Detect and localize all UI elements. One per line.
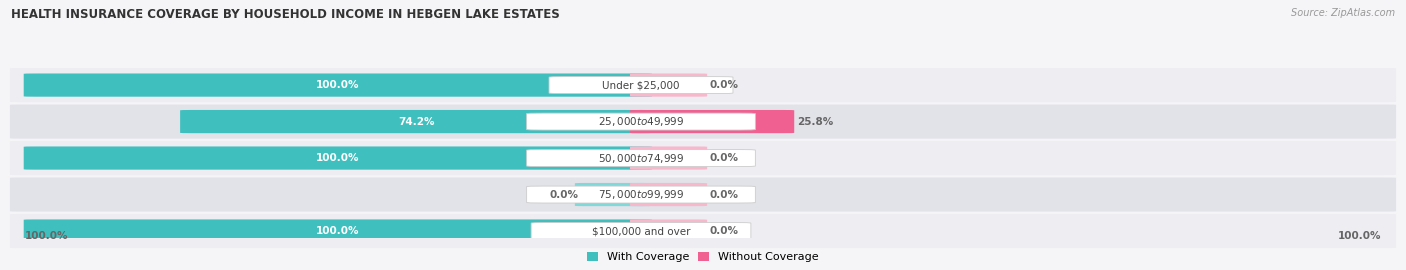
- FancyBboxPatch shape: [527, 186, 755, 203]
- FancyBboxPatch shape: [630, 73, 707, 97]
- FancyBboxPatch shape: [630, 110, 794, 133]
- FancyBboxPatch shape: [548, 77, 733, 93]
- Text: 100.0%: 100.0%: [316, 153, 360, 163]
- FancyBboxPatch shape: [10, 141, 1396, 175]
- FancyBboxPatch shape: [180, 110, 652, 133]
- Text: 0.0%: 0.0%: [710, 80, 740, 90]
- FancyBboxPatch shape: [24, 146, 652, 170]
- Text: 25.8%: 25.8%: [797, 117, 834, 127]
- FancyBboxPatch shape: [575, 183, 652, 206]
- FancyBboxPatch shape: [630, 183, 707, 206]
- Text: 100.0%: 100.0%: [25, 231, 69, 241]
- Text: 0.0%: 0.0%: [710, 190, 740, 200]
- FancyBboxPatch shape: [10, 214, 1396, 248]
- FancyBboxPatch shape: [527, 150, 755, 167]
- FancyBboxPatch shape: [10, 104, 1396, 139]
- Text: 74.2%: 74.2%: [398, 117, 434, 127]
- Text: 100.0%: 100.0%: [316, 80, 360, 90]
- Text: 0.0%: 0.0%: [710, 226, 740, 236]
- Text: $100,000 and over: $100,000 and over: [592, 226, 690, 236]
- FancyBboxPatch shape: [630, 146, 707, 170]
- FancyBboxPatch shape: [630, 220, 707, 243]
- FancyBboxPatch shape: [10, 177, 1396, 212]
- FancyBboxPatch shape: [10, 68, 1396, 102]
- Text: 0.0%: 0.0%: [550, 190, 579, 200]
- Text: 0.0%: 0.0%: [710, 153, 740, 163]
- Text: 100.0%: 100.0%: [1337, 231, 1381, 241]
- Text: HEALTH INSURANCE COVERAGE BY HOUSEHOLD INCOME IN HEBGEN LAKE ESTATES: HEALTH INSURANCE COVERAGE BY HOUSEHOLD I…: [11, 8, 560, 21]
- Text: $75,000 to $99,999: $75,000 to $99,999: [598, 188, 685, 201]
- FancyBboxPatch shape: [24, 73, 652, 97]
- Text: Source: ZipAtlas.com: Source: ZipAtlas.com: [1291, 8, 1395, 18]
- Text: Under $25,000: Under $25,000: [602, 80, 679, 90]
- FancyBboxPatch shape: [24, 220, 652, 243]
- Text: $50,000 to $74,999: $50,000 to $74,999: [598, 151, 685, 164]
- Text: 100.0%: 100.0%: [316, 226, 360, 236]
- Text: $25,000 to $49,999: $25,000 to $49,999: [598, 115, 685, 128]
- Legend: With Coverage, Without Coverage: With Coverage, Without Coverage: [588, 252, 818, 262]
- FancyBboxPatch shape: [531, 222, 751, 239]
- FancyBboxPatch shape: [527, 113, 755, 130]
